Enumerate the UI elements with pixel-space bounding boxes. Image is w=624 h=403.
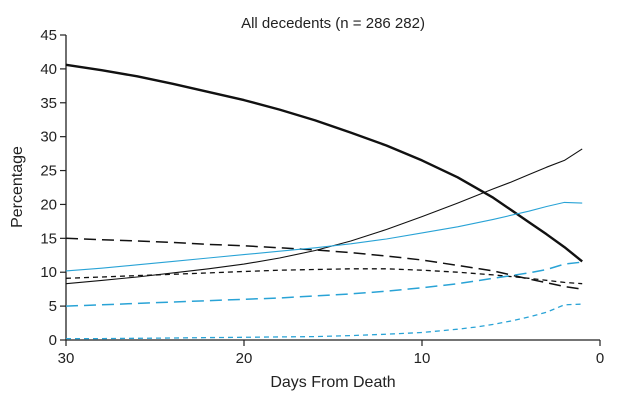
y-tick-label: 35 (40, 95, 57, 112)
axes (65, 35, 600, 341)
series-line-6 (65, 261, 583, 307)
y-tick-label: 15 (40, 230, 57, 247)
y-tick-label: 30 (40, 129, 57, 146)
chart-title: All decedents (n = 286 282) (241, 15, 425, 32)
series-layer (65, 63, 583, 340)
y-tick-label: 20 (40, 196, 57, 213)
y-tick-label: 40 (40, 61, 57, 78)
series-line-5 (65, 201, 583, 272)
x-tick-label: 0 (596, 350, 604, 367)
y-axis-title: Percentage (9, 146, 26, 228)
series-line-2 (65, 148, 583, 285)
y-tick-label: 5 (49, 298, 57, 315)
y-tick-label: 45 (40, 27, 57, 44)
x-tick-label: 30 (58, 350, 75, 367)
y-tick-label: 0 (49, 332, 57, 349)
y-tick-label: 25 (40, 163, 57, 180)
y-ticks: 0 5 10 15 20 25 30 35 40 45 (40, 27, 66, 349)
series-line-4 (65, 268, 583, 285)
x-axis-title: Days From Death (270, 374, 395, 391)
x-tick-label: 10 (414, 350, 431, 367)
series-line-7 (66, 303, 583, 340)
y-tick-label: 10 (40, 264, 57, 281)
x-ticks: 30 20 10 0 (58, 340, 604, 367)
series-line-1 (65, 63, 583, 263)
x-tick-label: 20 (236, 350, 253, 367)
